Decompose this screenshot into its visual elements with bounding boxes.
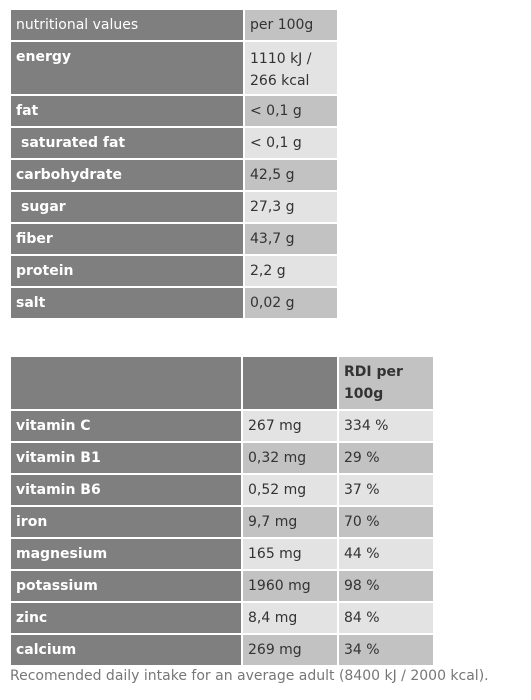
nutrition-row: saturated fat < 0,1 g [11,128,337,158]
micronutrient-amount: 0,52 mg [243,475,337,505]
micronutrient-amount: 0,32 mg [243,443,337,473]
micronutrient-row: potassium 1960 mg 98 % [11,571,433,601]
nutrient-label: carbohydrate [11,160,243,190]
rdi-header-line1: RDI per [344,364,403,380]
micronutrient-amount: 267 mg [243,411,337,441]
micronutrient-label: iron [11,507,241,537]
micronutrient-row: vitamin B6 0,52 mg 37 % [11,475,433,505]
nutrition-row: protein 2,2 g [11,256,337,286]
micronutrient-row: vitamin C 267 mg 334 % [11,411,433,441]
micronutrient-label: calcium [11,635,241,665]
nutrition-table: nutritional values per 100g energy 1110 … [9,8,339,320]
micronutrient-rdi: 44 % [339,539,433,569]
rdi-header: RDI per 100g [339,357,433,409]
energy-row: energy 1110 kJ / 266 kcal [11,42,337,94]
nutrient-label: salt [11,288,243,318]
micronutrient-rdi: 98 % [339,571,433,601]
micronutrient-label: vitamin C [11,411,241,441]
micronutrient-label: potassium [11,571,241,601]
nutrient-label: saturated fat [21,135,126,151]
micronutrient-row: calcium 269 mg 34 % [11,635,433,665]
energy-value: 1110 kJ / 266 kcal [245,42,337,94]
nutrition-row: fat < 0,1 g [11,96,337,126]
micronutrient-rdi: 37 % [339,475,433,505]
nutrient-label: fiber [11,224,243,254]
nutrient-label: sugar [21,199,66,215]
micronutrient-amount: 1960 mg [243,571,337,601]
micronutrient-amount: 8,4 mg [243,603,337,633]
micronutrient-label: magnesium [11,539,241,569]
nutrient-label: protein [11,256,243,286]
micronutrient-rdi: 70 % [339,507,433,537]
micronutrient-rdi: 84 % [339,603,433,633]
nutrient-value: < 0,1 g [245,96,337,126]
micronutrient-rdi: 334 % [339,411,433,441]
nutrient-value: 0,02 g [245,288,337,318]
nutrient-value: 43,7 g [245,224,337,254]
nutrient-value: 27,3 g [245,192,337,222]
micronutrient-amount: 9,7 mg [243,507,337,537]
micronutrient-header-amount [243,357,337,409]
energy-kj: 1110 kJ / [250,51,312,67]
micronutrient-row: zinc 8,4 mg 84 % [11,603,433,633]
micronutrient-rdi: 34 % [339,635,433,665]
nutrition-header-row: nutritional values per 100g [11,10,337,40]
micronutrient-label: vitamin B6 [11,475,241,505]
energy-label: energy [11,42,243,94]
micronutrient-table: RDI per 100g vitamin C 267 mg 334 % vita… [9,355,435,667]
micronutrient-header-row: RDI per 100g [11,357,433,409]
micronutrient-amount: 165 mg [243,539,337,569]
micronutrient-label: zinc [11,603,241,633]
nutrient-label: fat [11,96,243,126]
micronutrient-row: iron 9,7 mg 70 % [11,507,433,537]
nutrition-row: sugar 27,3 g [11,192,337,222]
micronutrient-label: vitamin B1 [11,443,241,473]
nutrition-header-value: per 100g [245,10,337,40]
nutrition-row: salt 0,02 g [11,288,337,318]
nutrition-header-label: nutritional values [11,10,243,40]
micronutrient-header-label [11,357,241,409]
micronutrient-amount: 269 mg [243,635,337,665]
nutrient-value: 42,5 g [245,160,337,190]
nutrition-row: fiber 43,7 g [11,224,337,254]
energy-kcal: 266 kcal [250,73,310,89]
nutrient-value: 2,2 g [245,256,337,286]
rdi-footnote: Recomended daily intake for an average a… [10,668,489,684]
nutrition-row: carbohydrate 42,5 g [11,160,337,190]
nutrient-value: < 0,1 g [245,128,337,158]
micronutrient-row: magnesium 165 mg 44 % [11,539,433,569]
micronutrient-row: vitamin B1 0,32 mg 29 % [11,443,433,473]
micronutrient-rdi: 29 % [339,443,433,473]
rdi-header-line2: 100g [344,386,384,402]
